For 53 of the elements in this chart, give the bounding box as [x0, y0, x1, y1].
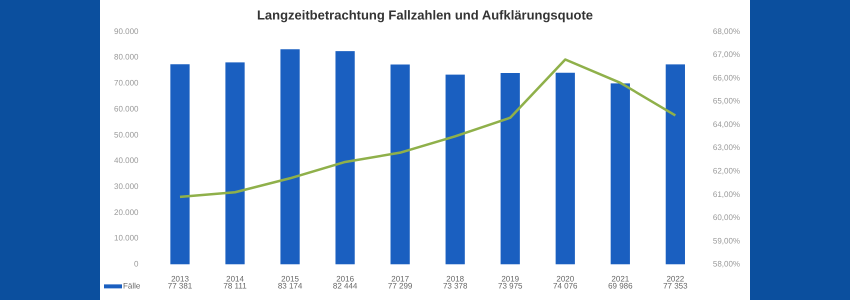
data-label: 83 174 — [278, 282, 303, 291]
y-tick-label: 10.000 — [114, 234, 140, 243]
y2-tick-label: 64,00% — [712, 120, 740, 129]
data-label: 69 986 — [608, 282, 634, 291]
y2-tick-label: 59,00% — [712, 236, 740, 246]
x-tick-label: 2013 — [171, 274, 190, 284]
y2-tick-label: 63,00% — [712, 143, 740, 152]
data-label: 73 975 — [498, 282, 524, 291]
x-tick-label: 2015 — [281, 274, 300, 284]
bar — [390, 64, 410, 264]
bar — [666, 64, 685, 264]
x-tick-label: 2019 — [501, 274, 520, 284]
data-label: 82 444 — [332, 282, 358, 291]
y2-tick-label: 67,00% — [712, 50, 740, 60]
x-tick-label: 2020 — [556, 274, 575, 284]
chart-title: Langzeitbetrachtung Fallzahlen und Aufklärungsquote — [256, 7, 594, 22]
x-tick-label: 2022 — [666, 274, 685, 284]
bar — [225, 62, 245, 264]
y-tick-label: 20.000 — [114, 208, 140, 217]
bar — [280, 49, 300, 264]
x-tick-label: 2014 — [226, 274, 244, 284]
bar — [446, 74, 465, 264]
y-tick-label: 60.000 — [114, 104, 140, 114]
x-tick-label: 2016 — [336, 274, 355, 284]
data-label: 77 299 — [388, 282, 413, 291]
bar — [500, 73, 520, 264]
x-tick-label: 2018 — [446, 274, 465, 284]
x-tick-label: 2017 — [391, 274, 410, 284]
data-label: 74 076 — [553, 282, 578, 291]
y2-tick-label: 65,00% — [712, 96, 740, 106]
data-label: 77 381 — [168, 282, 193, 291]
bar — [170, 64, 190, 264]
y2-tick-label: 58,00% — [712, 260, 740, 269]
y-tick-label: 50.000 — [114, 130, 140, 140]
y-tick-label: 80.000 — [114, 52, 140, 62]
y-tick-label: 0 — [134, 260, 140, 269]
y-tick-label: 30.000 — [114, 182, 140, 192]
bar — [335, 51, 355, 264]
y2-tick-label: 68,00% — [712, 26, 740, 36]
data-label: 77 353 — [663, 282, 688, 291]
y2-tick-label: 62,00% — [712, 166, 740, 176]
y-tick-label: 40.000 — [114, 156, 140, 166]
y2-tick-label: 66,00% — [712, 73, 740, 82]
x-tick-label: 2021 — [611, 274, 630, 284]
y2-tick-label: 60,00% — [712, 213, 740, 222]
legend-label: Fälle — [123, 282, 141, 291]
bar — [610, 83, 630, 264]
data-label: 78 111 — [223, 282, 248, 291]
y-tick-label: 70.000 — [114, 78, 140, 88]
y2-tick-label: 61,00% — [712, 190, 740, 199]
bar — [556, 72, 575, 264]
data-label: 73 378 — [442, 282, 468, 291]
y-tick-label: 90.000 — [114, 26, 140, 36]
